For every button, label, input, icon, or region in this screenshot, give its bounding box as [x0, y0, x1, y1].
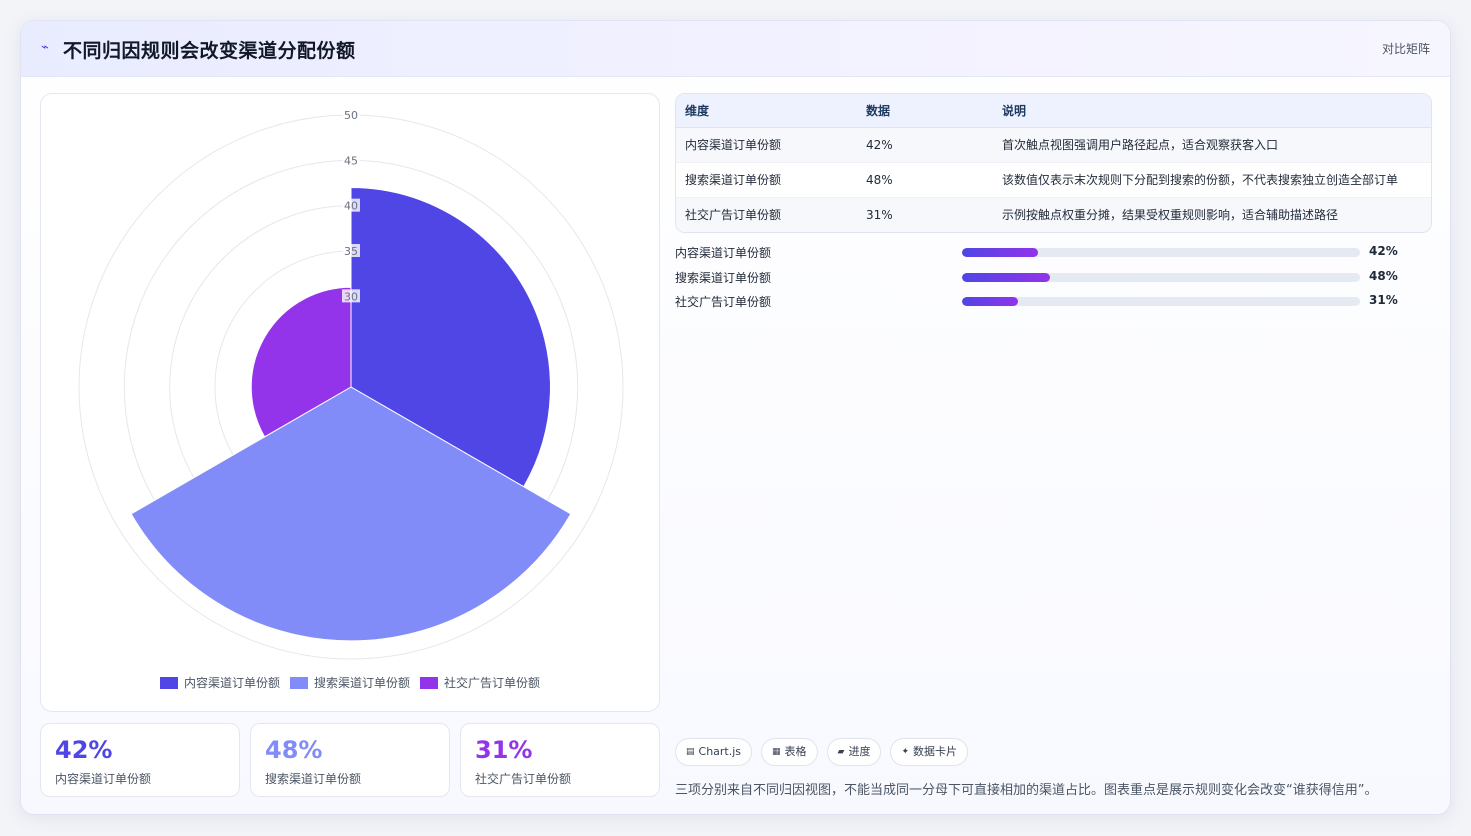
legend-label: 内容渠道订单份额	[183, 676, 280, 690]
stat-label: 内容渠道订单份额	[55, 772, 152, 786]
pulse-icon: ⌁	[41, 40, 49, 55]
chip-chartjs[interactable]: ▤ Chart.js	[675, 738, 753, 766]
stat-card-content: 42% 内容渠道订单份额	[40, 723, 240, 797]
progress-row: 搜索渠道订单份额 48%	[675, 268, 1432, 293]
polar-chart-panel: 30 35 40 45 50 内容渠道订单份额 搜索渠道订单份额 社交广告订单份额	[40, 93, 660, 712]
polar-slice	[250, 286, 352, 438]
chip-table[interactable]: ▦ 表格	[761, 738, 818, 766]
chart-icon: ▤	[686, 747, 695, 757]
legend-swatch	[159, 676, 178, 689]
chart-legend: 内容渠道订单份额 搜索渠道订单份额 社交广告订单份额	[41, 674, 659, 691]
legend-label: 搜索渠道订单份额	[313, 676, 410, 690]
table-row: 内容渠道订单份额 42% 首次触点视图强调用户路径起点，适合观察获客入口	[676, 127, 1431, 162]
polar-slice	[350, 187, 551, 488]
table-cell: 31%	[866, 207, 893, 222]
comparison-badge[interactable]: 对比矩阵	[1381, 42, 1430, 56]
tick-label-bg	[342, 153, 360, 167]
tick-label-bg	[342, 198, 360, 212]
progress-track	[962, 248, 1360, 257]
table-cell: 48%	[866, 172, 893, 187]
table-cell: 示例按触点权重分摊，结果受权重规则影响，适合辅助描述路径	[1002, 208, 1339, 222]
data-table: 维度 数据 说明 内容渠道订单份额 42% 首次触点视图强调用户路径起点，适合观…	[675, 93, 1432, 233]
table-row: 社交广告订单份额 31% 示例按触点权重分摊，结果受权重规则影响，适合辅助描述路…	[676, 197, 1431, 232]
legend-item-content[interactable]: 内容渠道订单份额	[159, 674, 280, 691]
tick-label: 30	[344, 290, 358, 303]
stat-label: 社交广告订单份额	[475, 772, 572, 786]
table-cell: 内容渠道订单份额	[685, 138, 782, 152]
stat-value: 42%	[55, 736, 113, 764]
table-cell: 首次触点视图强调用户路径起点，适合观察获客入口	[1002, 138, 1279, 152]
progress-track	[962, 272, 1360, 282]
polar-area-chart: 30 35 40 45 50	[78, 108, 624, 660]
table-icon: ▦	[772, 747, 781, 757]
legend-swatch	[420, 676, 438, 689]
table-row: 搜索渠道订单份额 48% 该数值仅表示末次规则下分配到搜索的份额，不代表搜索独立…	[676, 162, 1431, 197]
main-card: ⌁ 不同归因规则会改变渠道分配份额 对比矩阵 30 35 40 45 50 内容渠道订单…	[20, 20, 1451, 815]
stat-card-social: 31% 社交广告订单份额	[460, 723, 660, 797]
table-header-row: 维度 数据 说明	[676, 94, 1431, 128]
chip-progress[interactable]: ▰ 进度	[826, 738, 882, 766]
progress-fill	[962, 248, 1038, 257]
tick-label: 45	[344, 154, 358, 167]
legend-label: 社交广告订单份额	[444, 676, 541, 690]
tick-label-bg	[342, 244, 360, 257]
polar-slice	[130, 386, 572, 642]
table-cell: 该数值仅表示末次规则下分配到搜索的份额，不代表搜索独立创造全部订单	[1002, 173, 1399, 187]
sparkle-icon: ✦	[901, 747, 910, 757]
chip-label: Chart.js	[698, 745, 742, 758]
progress-value: 31%	[1369, 293, 1398, 307]
tick-label: 35	[344, 245, 358, 258]
table-header-cell: 数据	[857, 94, 993, 128]
stat-card-search: 48% 搜索渠道订单份额	[250, 723, 450, 797]
progress-value: 48%	[1369, 268, 1398, 283]
progress-fill	[962, 297, 1018, 306]
progress-row: 社交广告订单份额 31%	[675, 292, 1432, 317]
chip-label: 数据卡片	[913, 745, 958, 758]
chip-label: 进度	[848, 745, 871, 758]
progress-label: 社交广告订单份额	[675, 295, 772, 309]
table-cell: 社交广告订单份额	[685, 208, 782, 222]
table-cell: 42%	[866, 137, 893, 152]
legend-swatch	[289, 676, 308, 689]
progress-icon: ▰	[837, 747, 845, 757]
page-title: 不同归因规则会改变渠道分配份额	[63, 40, 356, 62]
footnote: 三项分别来自不同归因视图，不能当成同一分母下可直接相加的渠道占比。图表重点是展示…	[675, 783, 1378, 798]
tick-label-bg	[342, 289, 360, 303]
tick-label: 50	[344, 109, 358, 122]
table-header-cell: 说明	[993, 94, 1431, 128]
stat-value: 31%	[475, 736, 533, 764]
progress-track	[962, 297, 1360, 306]
tick-label: 40	[344, 200, 358, 213]
chip-data-card[interactable]: ✦ 数据卡片	[890, 738, 969, 766]
tick-label-bg	[342, 108, 360, 121]
legend-item-search[interactable]: 搜索渠道订单份额	[289, 674, 410, 691]
stat-value: 48%	[265, 736, 323, 764]
progress-value: 42%	[1369, 244, 1398, 258]
legend-item-social[interactable]: 社交广告订单份额	[420, 674, 540, 691]
stat-label: 搜索渠道订单份额	[265, 772, 362, 786]
chip-label: 表格	[784, 745, 807, 758]
progress-fill	[962, 272, 1050, 282]
table-cell: 搜索渠道订单份额	[685, 173, 782, 187]
progress-row: 内容渠道订单份额 42%	[675, 243, 1432, 268]
tech-chips: ▤ Chart.js ▦ 表格 ▰ 进度 ✦ 数据卡片	[675, 738, 969, 766]
progress-bars: 内容渠道订单份额 42% 搜索渠道订单份额 48% 社交广告订单份额 31%	[675, 243, 1432, 317]
table-header-cell: 维度	[676, 94, 857, 128]
progress-label: 搜索渠道订单份额	[675, 270, 772, 285]
progress-label: 内容渠道订单份额	[675, 246, 772, 260]
header: ⌁ 不同归因规则会改变渠道分配份额 对比矩阵	[21, 21, 1450, 77]
